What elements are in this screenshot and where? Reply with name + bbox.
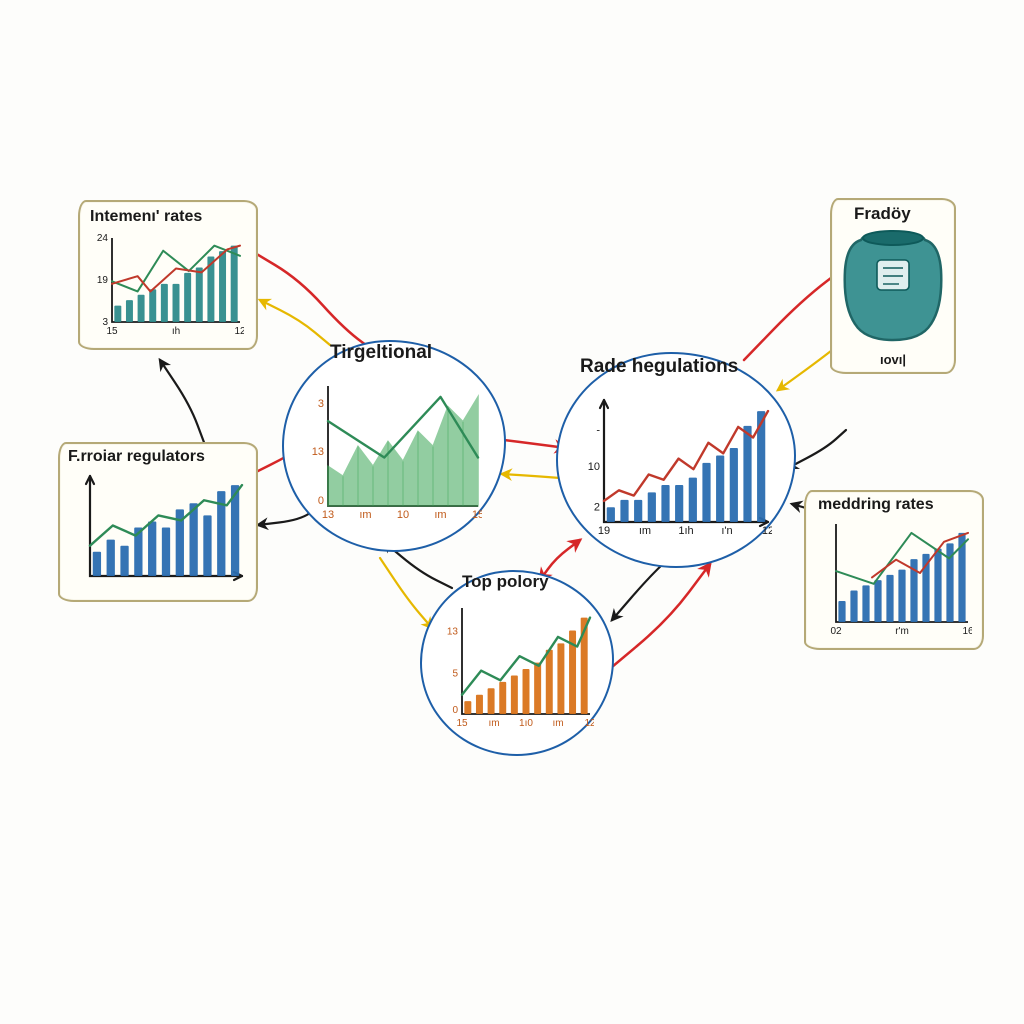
svg-text:ım: ım <box>552 718 563 729</box>
svg-text:ıh: ıh <box>172 326 180 337</box>
svg-text:10: 10 <box>588 461 600 473</box>
mini-chart <box>72 472 246 592</box>
svg-text:02: 02 <box>830 626 842 637</box>
svg-text:2: 2 <box>594 501 600 513</box>
svg-text:13: 13 <box>312 446 324 458</box>
svg-text:ıovı|: ıovı| <box>880 352 906 367</box>
svg-text:15: 15 <box>472 509 482 521</box>
svg-text:r'm: r'm <box>895 626 909 637</box>
card-title: meddring rates <box>818 496 934 514</box>
svg-text:12: 12 <box>762 525 772 537</box>
circle-rade-hegulations: Rade hegulations - 10 2 19 ım 1ıh ı'n 12 <box>556 352 796 568</box>
svg-text:24: 24 <box>97 234 109 244</box>
mini-chart: - 10 2 19 ım 1ıh ı'n 12 <box>586 396 772 538</box>
mini-chart: 02 r'm 16 <box>818 520 972 638</box>
svg-text:3: 3 <box>318 398 324 410</box>
circle-top-polory: Top polory 13 5 0 15 ım 1ı0 ım 12 <box>420 570 614 756</box>
card-fradoy: Fradöy ıovı| <box>830 198 956 374</box>
mini-chart: 2419315ıh12 <box>94 234 244 338</box>
svg-text:0: 0 <box>318 495 324 507</box>
svg-text:12: 12 <box>234 326 244 337</box>
svg-text:5: 5 <box>452 669 458 680</box>
svg-text:ım: ım <box>359 509 371 521</box>
svg-text:1ı0: 1ı0 <box>519 718 533 729</box>
svg-text:0: 0 <box>452 705 458 716</box>
svg-text:19: 19 <box>598 525 610 537</box>
circle-title: Top polory <box>462 572 549 592</box>
jar-icon: ıovı| <box>830 226 956 374</box>
svg-text:16: 16 <box>962 626 972 637</box>
card-title: Intemenı' rates <box>90 208 202 226</box>
card-title: F.rroiar regulators <box>68 448 205 466</box>
svg-text:13: 13 <box>322 509 334 521</box>
svg-text:ı'n: ı'n <box>721 525 732 537</box>
svg-text:ım: ım <box>488 718 499 729</box>
circle-title: Rade hegulations <box>580 356 738 378</box>
circle-title: Tirgeltional <box>330 342 432 364</box>
svg-text:1ıh: 1ıh <box>678 525 693 537</box>
svg-text:15: 15 <box>456 718 468 729</box>
svg-text:13: 13 <box>447 626 459 637</box>
card-frroiar-regulators: F.rroiar regulators <box>58 442 258 602</box>
card-meddring-rates: meddring rates 02 r'm 16 <box>804 490 984 650</box>
card-title: Fradöy <box>854 204 911 224</box>
svg-text:10: 10 <box>397 509 409 521</box>
svg-text:12: 12 <box>584 718 594 729</box>
card-intement-rates: Intemenı' rates 2419315ıh12 <box>78 200 258 350</box>
circle-tirgeltional: Tirgeltional 3 13 0 13 ım 10 ım 15 <box>282 340 506 552</box>
svg-text:-: - <box>596 425 600 437</box>
mini-chart: 13 5 0 15 ım 1ı0 ım 12 <box>444 604 594 730</box>
svg-text:19: 19 <box>97 275 109 286</box>
svg-text:ım: ım <box>639 525 651 537</box>
svg-text:15: 15 <box>106 326 118 337</box>
mini-chart: 3 13 0 13 ım 10 ım 15 <box>310 382 482 522</box>
svg-text:ım: ım <box>434 509 446 521</box>
